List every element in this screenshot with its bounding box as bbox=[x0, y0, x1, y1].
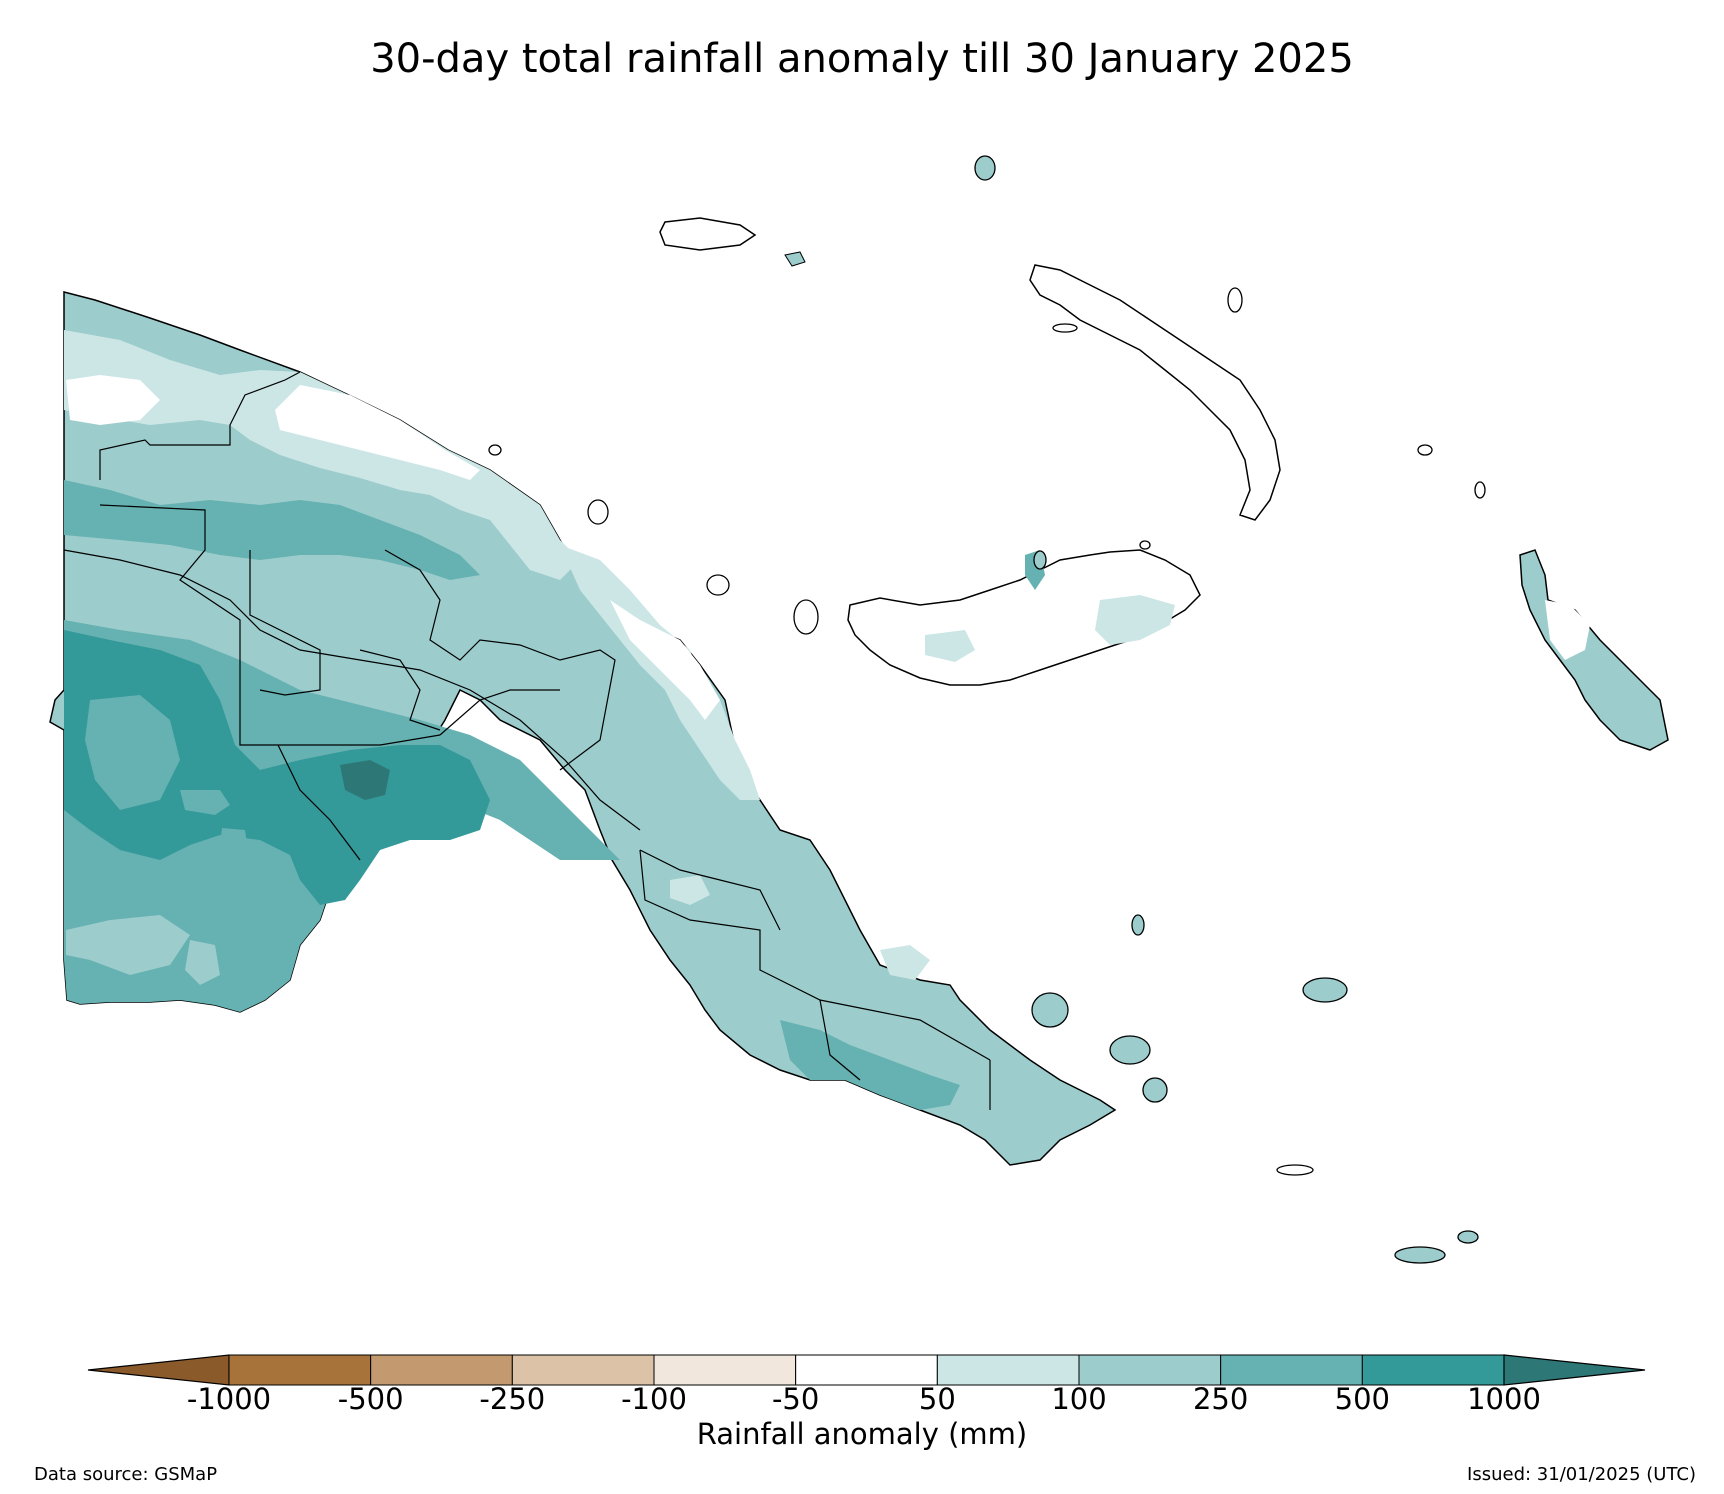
colorbar-bin-7 bbox=[1220, 1354, 1363, 1386]
colorbar-bin-3 bbox=[653, 1354, 797, 1386]
colorbar-tick-label: 500 bbox=[1334, 1382, 1391, 1416]
colorbar-bin-5 bbox=[936, 1354, 1080, 1386]
colorbar-tick-label: -50 bbox=[771, 1382, 820, 1416]
colorbar-over-arrow bbox=[1503, 1354, 1646, 1386]
colorbar-bin-1 bbox=[370, 1354, 513, 1386]
colorbar-tick-label: 250 bbox=[1192, 1382, 1249, 1416]
colorbar-tick-label: -500 bbox=[337, 1382, 404, 1416]
colorbar bbox=[87, 1354, 1646, 1386]
colorbar-tick-label: -100 bbox=[621, 1382, 687, 1416]
map-title: 30-day total rainfall anomaly till 30 Ja… bbox=[370, 36, 1354, 82]
bougainville-island bbox=[1519, 549, 1669, 751]
province-boundaries bbox=[63, 371, 991, 1110]
anomaly-zone-100-250-south-patch bbox=[185, 940, 220, 985]
colorbar-tick-label: -250 bbox=[479, 1382, 546, 1416]
anomaly-zone-250-500-southeast bbox=[780, 1020, 960, 1110]
colorbar-bin-2 bbox=[511, 1354, 655, 1386]
anomaly-zone-neutral-east-coast bbox=[610, 600, 720, 720]
colorbar-boxes bbox=[228, 1354, 1505, 1386]
anomaly-zone-100-250-southwest-patch bbox=[66, 915, 190, 975]
anomaly-zone-250-500-inner-c bbox=[220, 828, 248, 857]
new-britain-anomaly-50-100-west bbox=[925, 630, 975, 662]
anomaly-zone-50-100-east-coast bbox=[560, 545, 760, 800]
manus-island bbox=[659, 217, 757, 251]
anomaly-zone-50-100-north bbox=[64, 330, 580, 580]
anomaly-zone-500-1000-west bbox=[64, 630, 490, 905]
anomaly-zone-neutral-north bbox=[66, 375, 160, 425]
new-ireland-island bbox=[1029, 264, 1281, 521]
colorbar-bin-0 bbox=[228, 1354, 372, 1386]
colorbar-bin-6 bbox=[1078, 1354, 1222, 1386]
small-islands-wet bbox=[974, 155, 1479, 1264]
new-britain-anomaly-50-100-east bbox=[1095, 595, 1175, 645]
colorbar-tick-label: 50 bbox=[918, 1382, 956, 1416]
anomaly-zone-250-500-inner-b bbox=[180, 790, 230, 815]
small-islands bbox=[488, 287, 1486, 1176]
colorbar-title: Rainfall anomaly (mm) bbox=[696, 1417, 1028, 1451]
anomaly-zone-250-500-north bbox=[64, 480, 480, 580]
colorbar-tick-label: -1000 bbox=[186, 1382, 272, 1416]
issued-date-note: Issued: 31/01/2025 (UTC) bbox=[1467, 1464, 1696, 1485]
colorbar-under-arrow bbox=[87, 1354, 230, 1386]
data-source-note: Data source: GSMaP bbox=[34, 1464, 218, 1485]
anomaly-zone-1000-plus bbox=[340, 760, 390, 800]
colorbar-bin-4 bbox=[795, 1354, 938, 1386]
anomaly-zone-250-500-inner-a bbox=[85, 695, 180, 810]
anomaly-zone-50-100-southeast-patch bbox=[880, 945, 930, 980]
anomaly-zone-50-100-inland-patch bbox=[670, 875, 710, 905]
bougainville-neutral-patch bbox=[1545, 600, 1590, 660]
colorbar-bin-8 bbox=[1361, 1354, 1505, 1386]
manus-anomaly-patch bbox=[784, 251, 806, 267]
colorbar-tick-label: 1000 bbox=[1467, 1382, 1541, 1416]
anomaly-zone-neutral-northeast bbox=[275, 385, 480, 480]
colorbar-tick-label: 100 bbox=[1051, 1382, 1107, 1416]
